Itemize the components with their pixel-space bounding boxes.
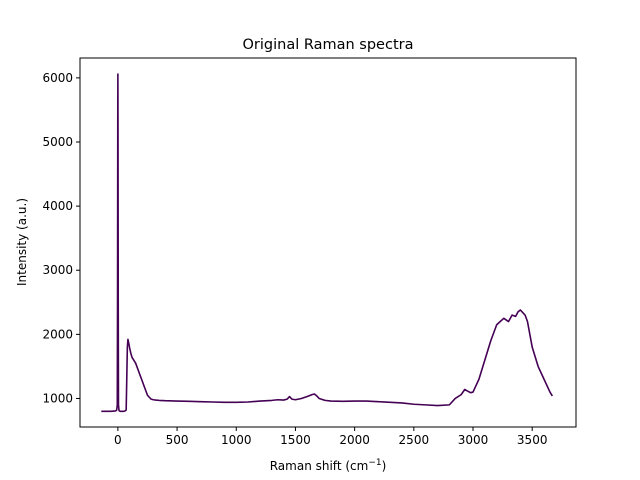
x-tick-label: 1000 xyxy=(221,433,252,447)
y-tick-label: 2000 xyxy=(42,327,73,341)
x-axis: 0 500 1000 1500 2000 2500 3000 3500 xyxy=(114,427,547,447)
x-tick-label: 2000 xyxy=(339,433,370,447)
spectrum-series-line xyxy=(101,73,554,413)
y-tick-label: 3000 xyxy=(42,263,73,277)
plot-frame xyxy=(79,57,577,428)
y-tick-label: 4000 xyxy=(42,199,73,213)
y-axis-label: Intensity (a.u.) xyxy=(15,198,29,286)
y-tick-label: 5000 xyxy=(42,135,73,149)
x-tick-label: 500 xyxy=(166,433,189,447)
y-tick-label: 6000 xyxy=(42,71,73,85)
x-tick-label: 1500 xyxy=(280,433,311,447)
x-axis-label: Raman shift (cm−1) xyxy=(270,458,387,473)
x-tick-label: 0 xyxy=(114,433,122,447)
x-tick-label: 3500 xyxy=(517,433,548,447)
x-tick-label: 2500 xyxy=(399,433,430,447)
y-tick-label: 1000 xyxy=(42,391,73,405)
chart-title: Original Raman spectra xyxy=(243,37,414,53)
x-axis-label-superscript: −1 xyxy=(368,458,381,468)
y-axis: 1000 2000 3000 4000 5000 6000 xyxy=(42,71,80,405)
x-tick-label: 3000 xyxy=(458,433,489,447)
